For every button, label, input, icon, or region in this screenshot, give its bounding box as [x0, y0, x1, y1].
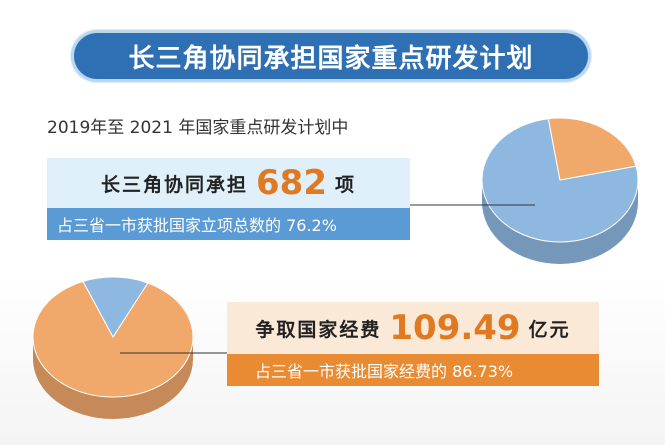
- funding-panel: 争取国家经费 109.49 亿元: [227, 302, 599, 354]
- pie-funding-slice-other: [82, 276, 149, 338]
- projects-label: 长三角协同承担: [100, 173, 248, 196]
- pie-chart-funding: [32, 276, 194, 419]
- pie-funding-slice-main-side: [33, 337, 193, 419]
- projects-panel: 长三角协同承担 682 项: [47, 158, 410, 208]
- pie-funding-slice-main: [32, 280, 194, 398]
- funding-share-text: 占三省一市获批国家经费的 86.73%: [255, 362, 514, 381]
- pie-chart-projects: [481, 117, 639, 264]
- title-banner: 长三角协同承担国家重点研发计划: [74, 33, 588, 79]
- pie-projects-slice-main-side: [482, 180, 638, 264]
- projects-unit: 项: [334, 173, 356, 196]
- pie-projects-slice-other: [547, 117, 637, 181]
- funding-label: 争取国家经费: [255, 318, 382, 341]
- projects-share-text: 占三省一市获批国家立项总数的 76.2%: [57, 216, 337, 235]
- subtitle: 2019年至 2021 年国家重点研发计划中: [47, 118, 349, 138]
- projects-value: 682: [256, 163, 327, 203]
- funding-value: 109.49: [389, 308, 521, 348]
- projects-share-bar: 占三省一市获批国家立项总数的 76.2%: [47, 208, 410, 240]
- page-title: 长三角协同承担国家重点研发计划: [128, 43, 534, 74]
- funding-share-bar: 占三省一市获批国家经费的 86.73%: [227, 354, 599, 386]
- funding-unit: 亿元: [528, 318, 571, 341]
